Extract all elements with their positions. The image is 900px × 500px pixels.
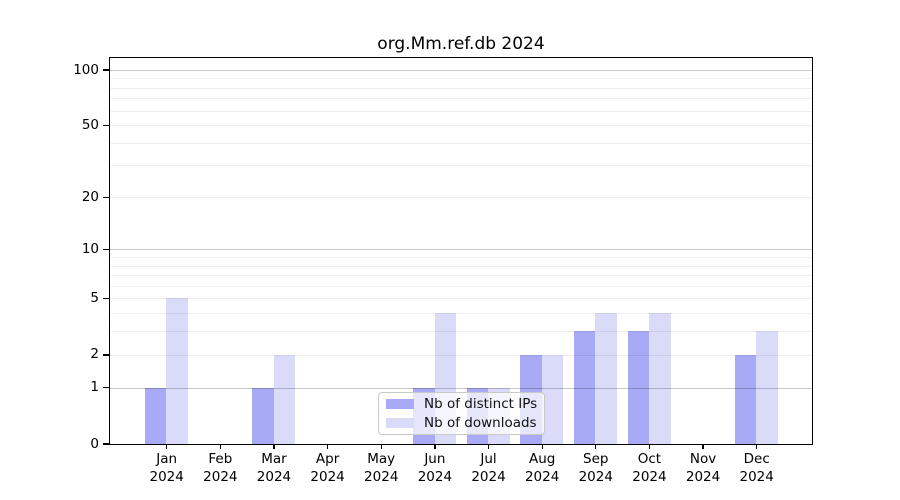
x-tick-label-jun: Jun 2024 (417, 451, 453, 485)
legend: Nb of distinct IPs Nb of downloads (378, 391, 545, 435)
legend-swatch-distinct-ips (386, 398, 414, 409)
y-tick-5 (103, 298, 110, 300)
bar-distinct-ips-oct (627, 331, 650, 444)
bar-downloads-aug (541, 354, 564, 444)
gridline-20 (109, 196, 812, 198)
y-tick-label-5: 5 (90, 290, 99, 307)
legend-label-downloads: Nb of downloads (424, 414, 537, 431)
x-tick-apr (326, 444, 329, 450)
x-tick-may (380, 444, 382, 450)
x-tick-label-oct: Oct 2024 (632, 451, 667, 485)
gridline-30 (109, 165, 812, 167)
y-tick-50 (103, 124, 110, 127)
bar-downloads-mar (273, 354, 296, 444)
y-tick-label-0: 0 (90, 435, 99, 452)
y-tick-2 (103, 354, 110, 356)
x-tick-sep (595, 444, 597, 450)
gridline-50 (109, 125, 812, 127)
x-tick-dec (756, 444, 758, 450)
x-tick-label-mar: Mar 2024 (256, 451, 292, 485)
y-tick-label-2: 2 (90, 346, 99, 363)
legend-item-distinct-ips: Nb of distinct IPs (386, 396, 544, 412)
bar-distinct-ips-dec (734, 354, 757, 444)
gridline-70 (109, 98, 812, 100)
legend-item-downloads: Nb of downloads (386, 415, 544, 431)
y-tick-0 (103, 443, 110, 445)
gridline-5 (109, 298, 812, 300)
gridline-8 (109, 265, 812, 267)
x-tick-label-may: May 2024 (364, 451, 399, 485)
gridline-4 (109, 313, 812, 315)
x-tick-label-jul: Jul 2024 (471, 451, 506, 485)
x-tick-label-aug: Aug 2024 (524, 451, 560, 485)
y-tick-label-50: 50 (81, 116, 99, 133)
gridline-2 (109, 354, 812, 356)
y-tick-10 (103, 249, 110, 251)
gridline-80 (109, 87, 812, 89)
bar-downloads-jan (166, 298, 188, 444)
x-tick-nov (702, 444, 704, 450)
x-tick-jul (487, 444, 490, 450)
gridline-90 (109, 78, 812, 80)
x-tick-oct (648, 444, 651, 450)
gridline-100 (109, 69, 812, 71)
x-tick-label-apr: Apr 2024 (310, 451, 345, 485)
y-tick-label-20: 20 (81, 188, 99, 205)
gridline-60 (109, 110, 812, 112)
x-tick-label-feb: Feb 2024 (203, 451, 238, 485)
bar-distinct-ips-jan (144, 387, 167, 444)
x-tick-feb (219, 444, 221, 450)
bar-distinct-ips-mar (252, 387, 274, 444)
x-tick-mar (273, 444, 275, 450)
y-tick-20 (103, 196, 110, 198)
y-tick-label-10: 10 (81, 241, 99, 258)
x-tick-label-sep: Sep 2024 (578, 451, 613, 485)
gridline-7 (109, 275, 812, 277)
gridline-1 (109, 387, 812, 389)
gridline-10 (109, 249, 812, 251)
x-tick-aug (541, 444, 543, 450)
x-tick-jun (434, 444, 436, 450)
y-tick-1 (103, 387, 110, 389)
y-tick-100 (103, 69, 110, 71)
gridline-40 (109, 142, 812, 144)
grid-layer (109, 58, 812, 444)
x-tick-label-jan: Jan 2024 (149, 451, 184, 485)
x-tick-label-dec: Dec 2024 (739, 451, 774, 485)
legend-label-distinct-ips: Nb of distinct IPs (424, 395, 538, 412)
gridline-9 (109, 257, 812, 259)
y-tick-label-1: 1 (90, 379, 99, 396)
x-tick-label-nov: Nov 2024 (685, 451, 721, 485)
bar-downloads-sep (595, 313, 617, 444)
gridline-3 (109, 331, 812, 333)
bar-distinct-ips-sep (574, 331, 596, 444)
bar-downloads-dec (756, 331, 778, 444)
legend-swatch-downloads (386, 417, 414, 428)
bar-downloads-oct (649, 313, 671, 444)
chart-title: org.Mm.ref.db 2024 (377, 34, 545, 54)
gridline-6 (109, 285, 812, 287)
y-tick-label-100: 100 (73, 61, 99, 78)
x-tick-jan (166, 444, 168, 450)
